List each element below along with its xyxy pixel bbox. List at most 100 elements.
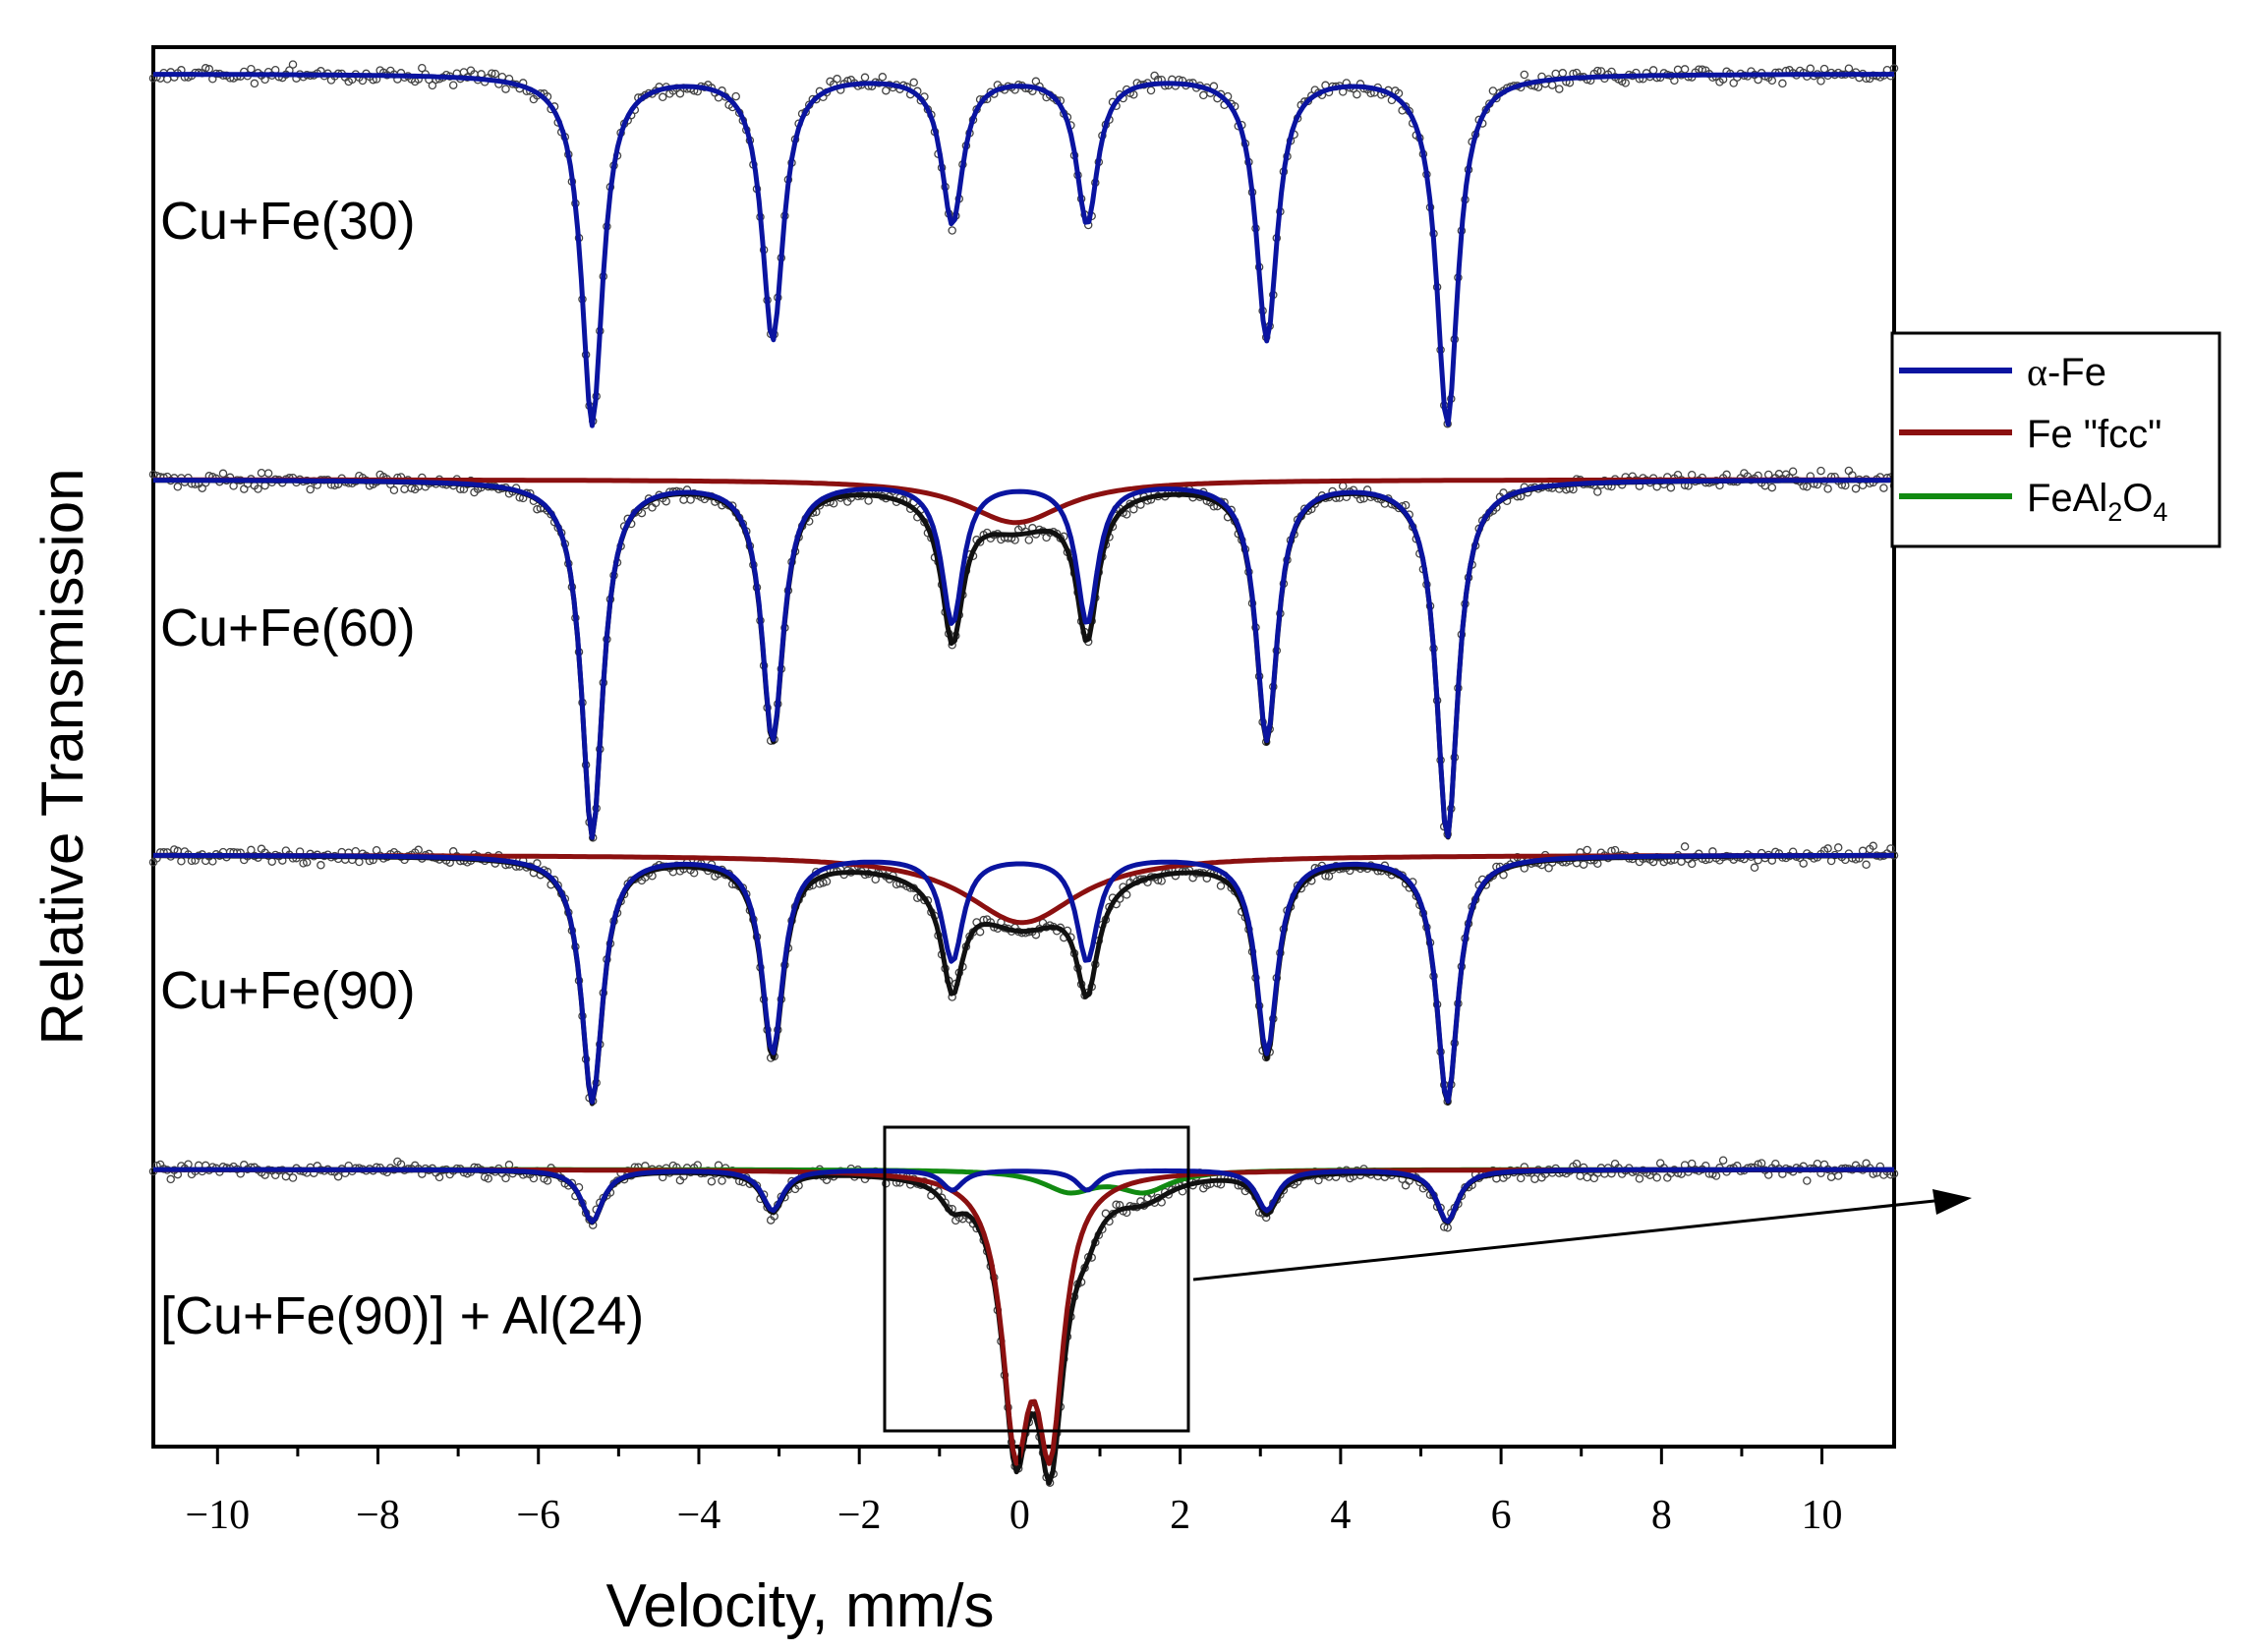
x-tick-label: 0 [1009,1493,1030,1538]
data-point [1129,90,1138,99]
data-point [1819,64,1829,74]
data-point [860,73,870,83]
x-tick-label: −4 [677,1493,721,1538]
data-point [1516,1173,1526,1183]
data-point [1879,484,1888,492]
data-point [254,484,262,493]
data-point [1687,470,1697,480]
data-point [822,877,832,886]
data-point [1754,75,1762,85]
data-point [1803,1176,1812,1185]
spectrum-label-1: Cu+Fe(60) [160,598,416,657]
data-point [418,63,427,73]
data-point [1401,500,1411,510]
data-point [718,1176,726,1185]
zoom-inset [883,1125,1972,1433]
data-point [306,484,315,494]
data-point [1833,1171,1843,1180]
x-tick-label: −2 [837,1493,882,1538]
data-point [317,861,325,870]
data-point [448,81,458,89]
data-point [459,68,469,77]
data-point [1338,482,1348,490]
plot-frame [151,45,1896,1449]
data-point [201,64,210,73]
data-point [1530,1174,1539,1183]
data-point [240,484,249,493]
x-tick-label: 6 [1491,1493,1512,1538]
x-tick-label: 4 [1330,1493,1351,1538]
spectrum-label-3: [Cu+Fe(90)] + Al(24) [160,1286,644,1345]
alpha-fe-fit-2 [153,852,1894,1105]
data-point [1558,69,1568,78]
data-point [658,92,667,102]
data-point [1816,77,1825,85]
data-point [878,73,888,82]
data-point [543,1176,552,1185]
data-point [1655,1159,1665,1168]
data-point [1112,1200,1121,1210]
data-point [731,91,740,101]
data-point [1439,1223,1449,1231]
data-point [1718,1156,1728,1165]
data-point [299,859,308,868]
fe-fcc-fit-1 [153,477,1894,526]
zoom-arrow-line [1192,1199,1935,1282]
data-point [1555,85,1564,93]
data-point [1666,483,1676,492]
data-point [1353,89,1361,99]
fit-curves-layer [153,72,1895,1486]
legend-label-fe-fcc: Fe "fcc" [2027,413,2162,456]
data-point [1767,483,1777,492]
data-point [288,1173,298,1182]
data-point [173,483,183,491]
x-tick-label: 2 [1170,1493,1190,1538]
data-point [1648,66,1658,75]
legend: α-Fe Fe "fcc" FeAl2O4 [1890,331,2221,548]
data-point [434,1172,444,1182]
y-axis-label: Relative Transmission [29,469,95,1046]
plot-area [151,45,1896,1449]
data-point [1750,863,1759,873]
data-point [1823,844,1832,853]
data-point [1593,487,1602,496]
data-point [1621,79,1630,87]
data-point [864,496,873,505]
spectrum-label-2: Cu+Fe(90) [160,961,416,1020]
data-point [1031,77,1041,86]
data-point [1778,79,1787,88]
data-point [1635,1174,1644,1183]
data-point [1593,66,1602,76]
data-point [1788,467,1798,476]
data-point [1547,81,1557,89]
data-point [1823,484,1832,493]
data-point [1680,65,1690,74]
data-point [1129,504,1138,514]
data-point [1862,1159,1871,1168]
total-fit-1 [153,478,1895,841]
data-point [484,1174,492,1183]
data-point [1869,841,1877,851]
data-point [1122,890,1131,899]
data-point [1757,1159,1766,1168]
data-point [1833,843,1843,852]
data-point [428,81,437,90]
data-point [1122,510,1131,519]
zoom-arrow-head [1932,1189,1972,1215]
zoom-box [883,1125,1190,1433]
alpha-fe-fit-1 [153,478,1894,840]
data-point [1589,1173,1599,1183]
data-point [1520,70,1529,80]
spectrum-labels-layer: Cu+Fe(30) Cu+Fe(60) Cu+Fe(90) [Cu+Fe(90)] +… [160,192,644,1345]
data-point [501,1173,510,1183]
data-point [1652,1173,1661,1182]
data-point [501,85,510,93]
data-point [1024,536,1034,544]
x-axis-ticks: −10 −8 −6 −4 −2 0 2 4 6 8 10 [185,1447,1843,1538]
data-point [267,857,276,866]
data-point [490,69,500,79]
data-point [177,857,186,866]
x-tick-label: −8 [356,1493,400,1538]
data-point [257,468,266,478]
